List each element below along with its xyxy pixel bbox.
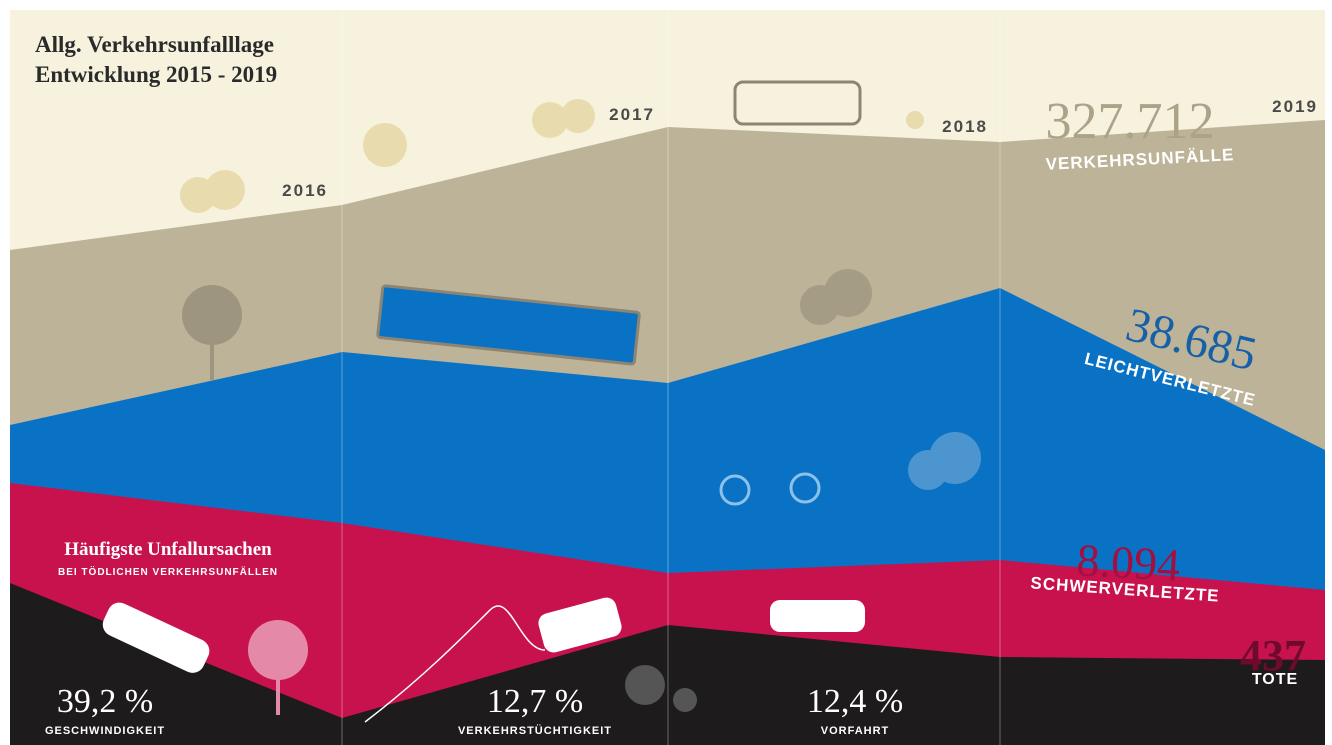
total-label: TOTE: [1252, 671, 1298, 688]
total-value: 327.712: [1046, 93, 1215, 150]
cause-label: VORFAHRT: [821, 725, 890, 737]
infographic: Allg. Verkehrsunfalllage Entwicklung 201…: [0, 0, 1332, 745]
cause-value: 39,2 %: [57, 683, 153, 720]
cause-value: 12,4 %: [807, 683, 903, 720]
causes-subheading: BEI TÖDLICHEN VERKEHRSUNFÄLLEN: [58, 565, 278, 578]
year: 2019: [1272, 97, 1318, 116]
title: Allg. Verkehrsunfalllage: [35, 32, 274, 57]
year: 2016: [282, 181, 328, 200]
year: 2017: [609, 105, 655, 124]
title: Entwicklung 2015 - 2019: [35, 62, 277, 87]
year: 2018: [942, 117, 988, 136]
cause-label: VERKEHRSTÜCHTIGKEIT: [458, 724, 612, 737]
cause-value: 12,7 %: [487, 683, 583, 720]
causes-heading: Häufigste Unfallursachen: [64, 539, 272, 560]
cause-label: GESCHWINDIGKEIT: [45, 725, 165, 737]
